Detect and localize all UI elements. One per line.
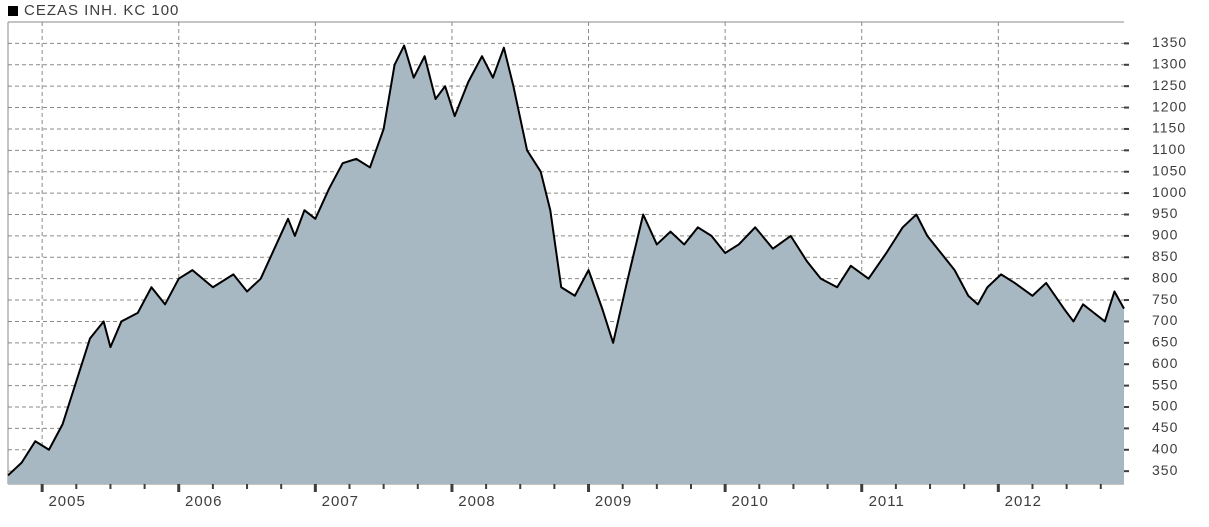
svg-text:1150: 1150 <box>1152 120 1186 136</box>
svg-text:1000: 1000 <box>1152 184 1187 200</box>
svg-text:900: 900 <box>1152 227 1178 243</box>
svg-text:450: 450 <box>1152 419 1178 435</box>
svg-text:1200: 1200 <box>1152 98 1187 114</box>
svg-text:2009: 2009 <box>595 493 632 510</box>
svg-text:1250: 1250 <box>1152 77 1187 93</box>
svg-text:400: 400 <box>1152 440 1178 456</box>
svg-text:850: 850 <box>1152 248 1178 264</box>
svg-text:2010: 2010 <box>731 493 768 510</box>
svg-text:2007: 2007 <box>322 493 359 510</box>
svg-text:1350: 1350 <box>1152 34 1187 50</box>
svg-text:2005: 2005 <box>48 493 85 510</box>
svg-text:600: 600 <box>1152 355 1178 371</box>
svg-text:700: 700 <box>1152 312 1178 328</box>
stock-chart: CEZAS INH. KC 100 1350 1300 1250 1200 1150 11… <box>0 0 1209 527</box>
svg-text:800: 800 <box>1152 269 1178 285</box>
svg-text:500: 500 <box>1152 398 1178 414</box>
svg-text:350: 350 <box>1152 462 1178 478</box>
svg-text:2008: 2008 <box>458 493 495 510</box>
svg-text:2006: 2006 <box>185 493 222 510</box>
svg-text:550: 550 <box>1152 376 1178 392</box>
svg-text:2011: 2011 <box>869 493 905 510</box>
svg-text:650: 650 <box>1152 334 1178 350</box>
svg-text:1050: 1050 <box>1152 162 1187 178</box>
svg-text:1300: 1300 <box>1152 55 1187 71</box>
legend-text: CEZAS INH. KC 100 <box>24 2 179 19</box>
svg-text:2012: 2012 <box>1005 493 1042 510</box>
chart-legend: CEZAS INH. KC 100 <box>8 2 179 19</box>
chart-svg: 1350 1300 1250 1200 1150 1100 1050 1000 950 900 85… <box>0 0 1209 527</box>
svg-text:750: 750 <box>1152 291 1178 307</box>
svg-text:950: 950 <box>1152 205 1178 221</box>
svg-text:1100: 1100 <box>1152 141 1186 157</box>
legend-swatch-icon <box>8 6 18 16</box>
